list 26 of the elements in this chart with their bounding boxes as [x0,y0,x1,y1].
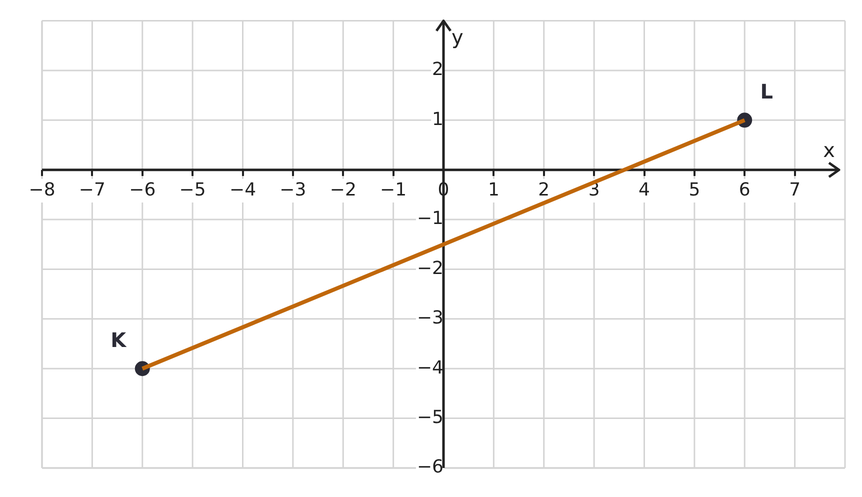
x-tick-label: −7 [78,179,106,200]
x-tick-label: 5 [688,179,700,200]
x-tick-label: 7 [789,179,801,200]
x-tick-label: 4 [638,179,650,200]
x-tick-label: 2 [538,179,550,200]
y-tick-label: −5 [416,406,444,428]
y-tick-label: 2 [432,59,444,80]
annotation: L [760,79,774,104]
x-tick-label: −5 [179,179,206,200]
annotation: K [110,328,128,352]
y-axis-title: y [452,25,464,50]
y-tick-label: −2 [416,258,444,279]
x-tick-label: 1 [488,179,500,200]
x-tick-label: −8 [28,179,56,200]
x-tick-label: −3 [280,179,306,200]
x-tick-label: −2 [330,179,356,200]
x-tick-label: −4 [229,179,256,200]
x-tick-label: −6 [129,179,156,200]
y-tick-label: −4 [416,357,444,378]
x-tick-label: −1 [380,179,407,200]
y-tick-label: 1 [432,108,444,130]
x-axis-title: x [823,138,836,162]
y-tick-label: −6 [416,456,444,478]
y-tick-label: −1 [416,208,444,230]
x-tick-label: 6 [738,179,750,200]
y-tick-label: −3 [416,308,444,329]
